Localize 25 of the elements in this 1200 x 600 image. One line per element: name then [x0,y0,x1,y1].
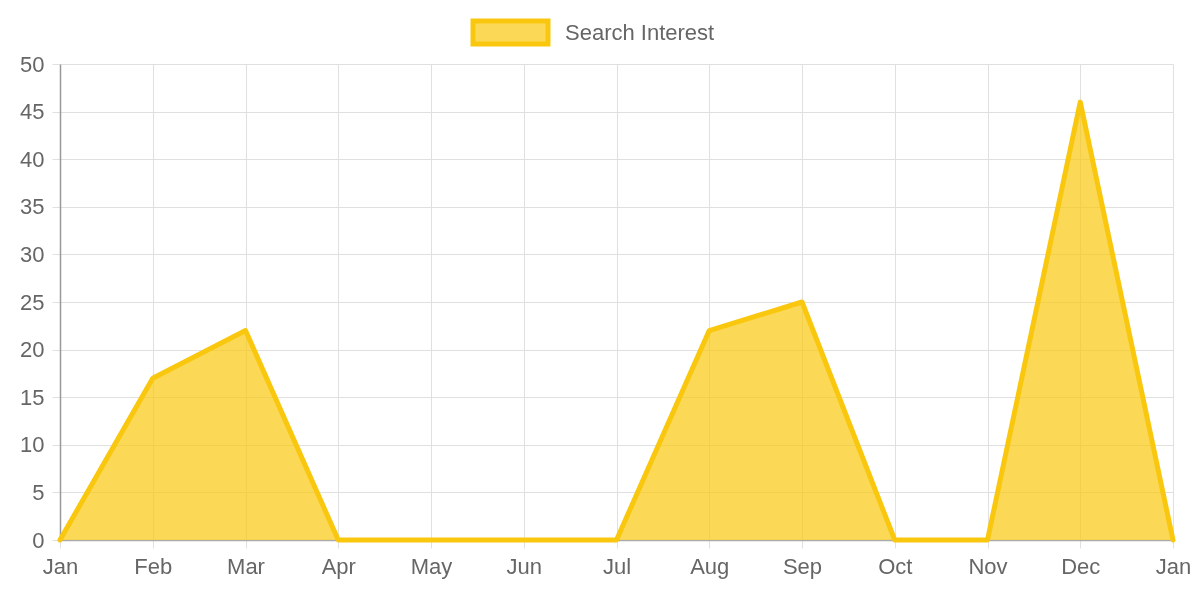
x-tick-label: Feb [134,553,173,579]
y-tick-label: 45 [20,99,45,125]
y-tick-label: 35 [20,194,45,220]
x-tick-label: Oct [878,553,913,579]
x-tick-label: Sep [782,553,823,579]
x-tick-label: Nov [968,553,1008,579]
y-tick-label: 0 [32,527,45,553]
x-tick-label: May [410,553,453,579]
y-tick-label: 5 [32,479,45,505]
y-tick-label: 40 [20,146,45,172]
y-tick-label: 50 [20,51,45,77]
y-tick-label: 20 [20,337,45,363]
y-tick-label: 25 [20,289,45,315]
x-tick-label: Mar [227,553,265,579]
x-tick-label: Apr [321,553,356,579]
x-tick-label: Jul [602,553,632,579]
legend-label: Search Interest [565,19,715,45]
x-tick-label: Jun [506,553,542,579]
x-tick-label: Aug [690,553,730,579]
y-tick-label: 15 [20,384,45,410]
y-tick-label: 30 [20,241,45,267]
y-tick-label: 10 [20,432,45,458]
x-tick-label: Jan [1155,553,1192,579]
x-tick-label: Jan [42,553,79,579]
x-tick-label: Dec [1061,553,1101,579]
